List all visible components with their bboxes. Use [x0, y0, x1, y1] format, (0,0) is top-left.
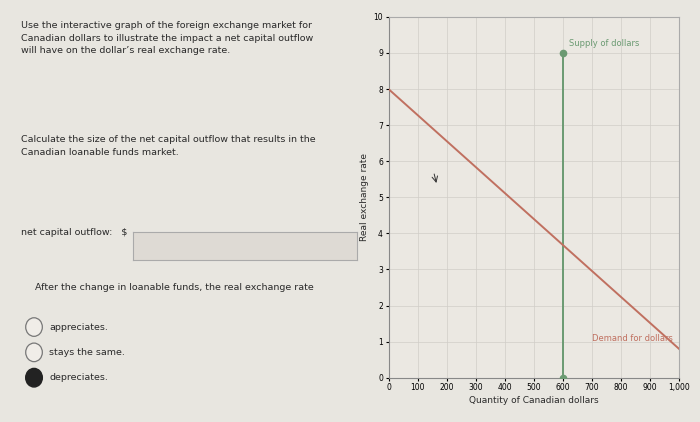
Y-axis label: Real exchange rate: Real exchange rate: [360, 153, 369, 241]
Circle shape: [26, 368, 42, 387]
Circle shape: [26, 343, 42, 362]
X-axis label: Quantity of Canadian dollars: Quantity of Canadian dollars: [469, 396, 598, 406]
Circle shape: [26, 318, 42, 336]
Text: net capital outflow:   $: net capital outflow: $: [21, 228, 127, 237]
Text: appreciates.: appreciates.: [49, 322, 108, 332]
Text: Supply of dollars: Supply of dollars: [568, 38, 639, 48]
Text: Calculate the size of the net capital outflow that results in the
Canadian loana: Calculate the size of the net capital ou…: [21, 135, 316, 157]
Text: After the change in loanable funds, the real exchange rate: After the change in loanable funds, the …: [35, 283, 314, 292]
Text: stays the same.: stays the same.: [49, 348, 125, 357]
Text: Demand for dollars: Demand for dollars: [592, 333, 673, 343]
Text: depreciates.: depreciates.: [49, 373, 108, 382]
Text: Use the interactive graph of the foreign exchange market for
Canadian dollars to: Use the interactive graph of the foreign…: [21, 21, 314, 55]
